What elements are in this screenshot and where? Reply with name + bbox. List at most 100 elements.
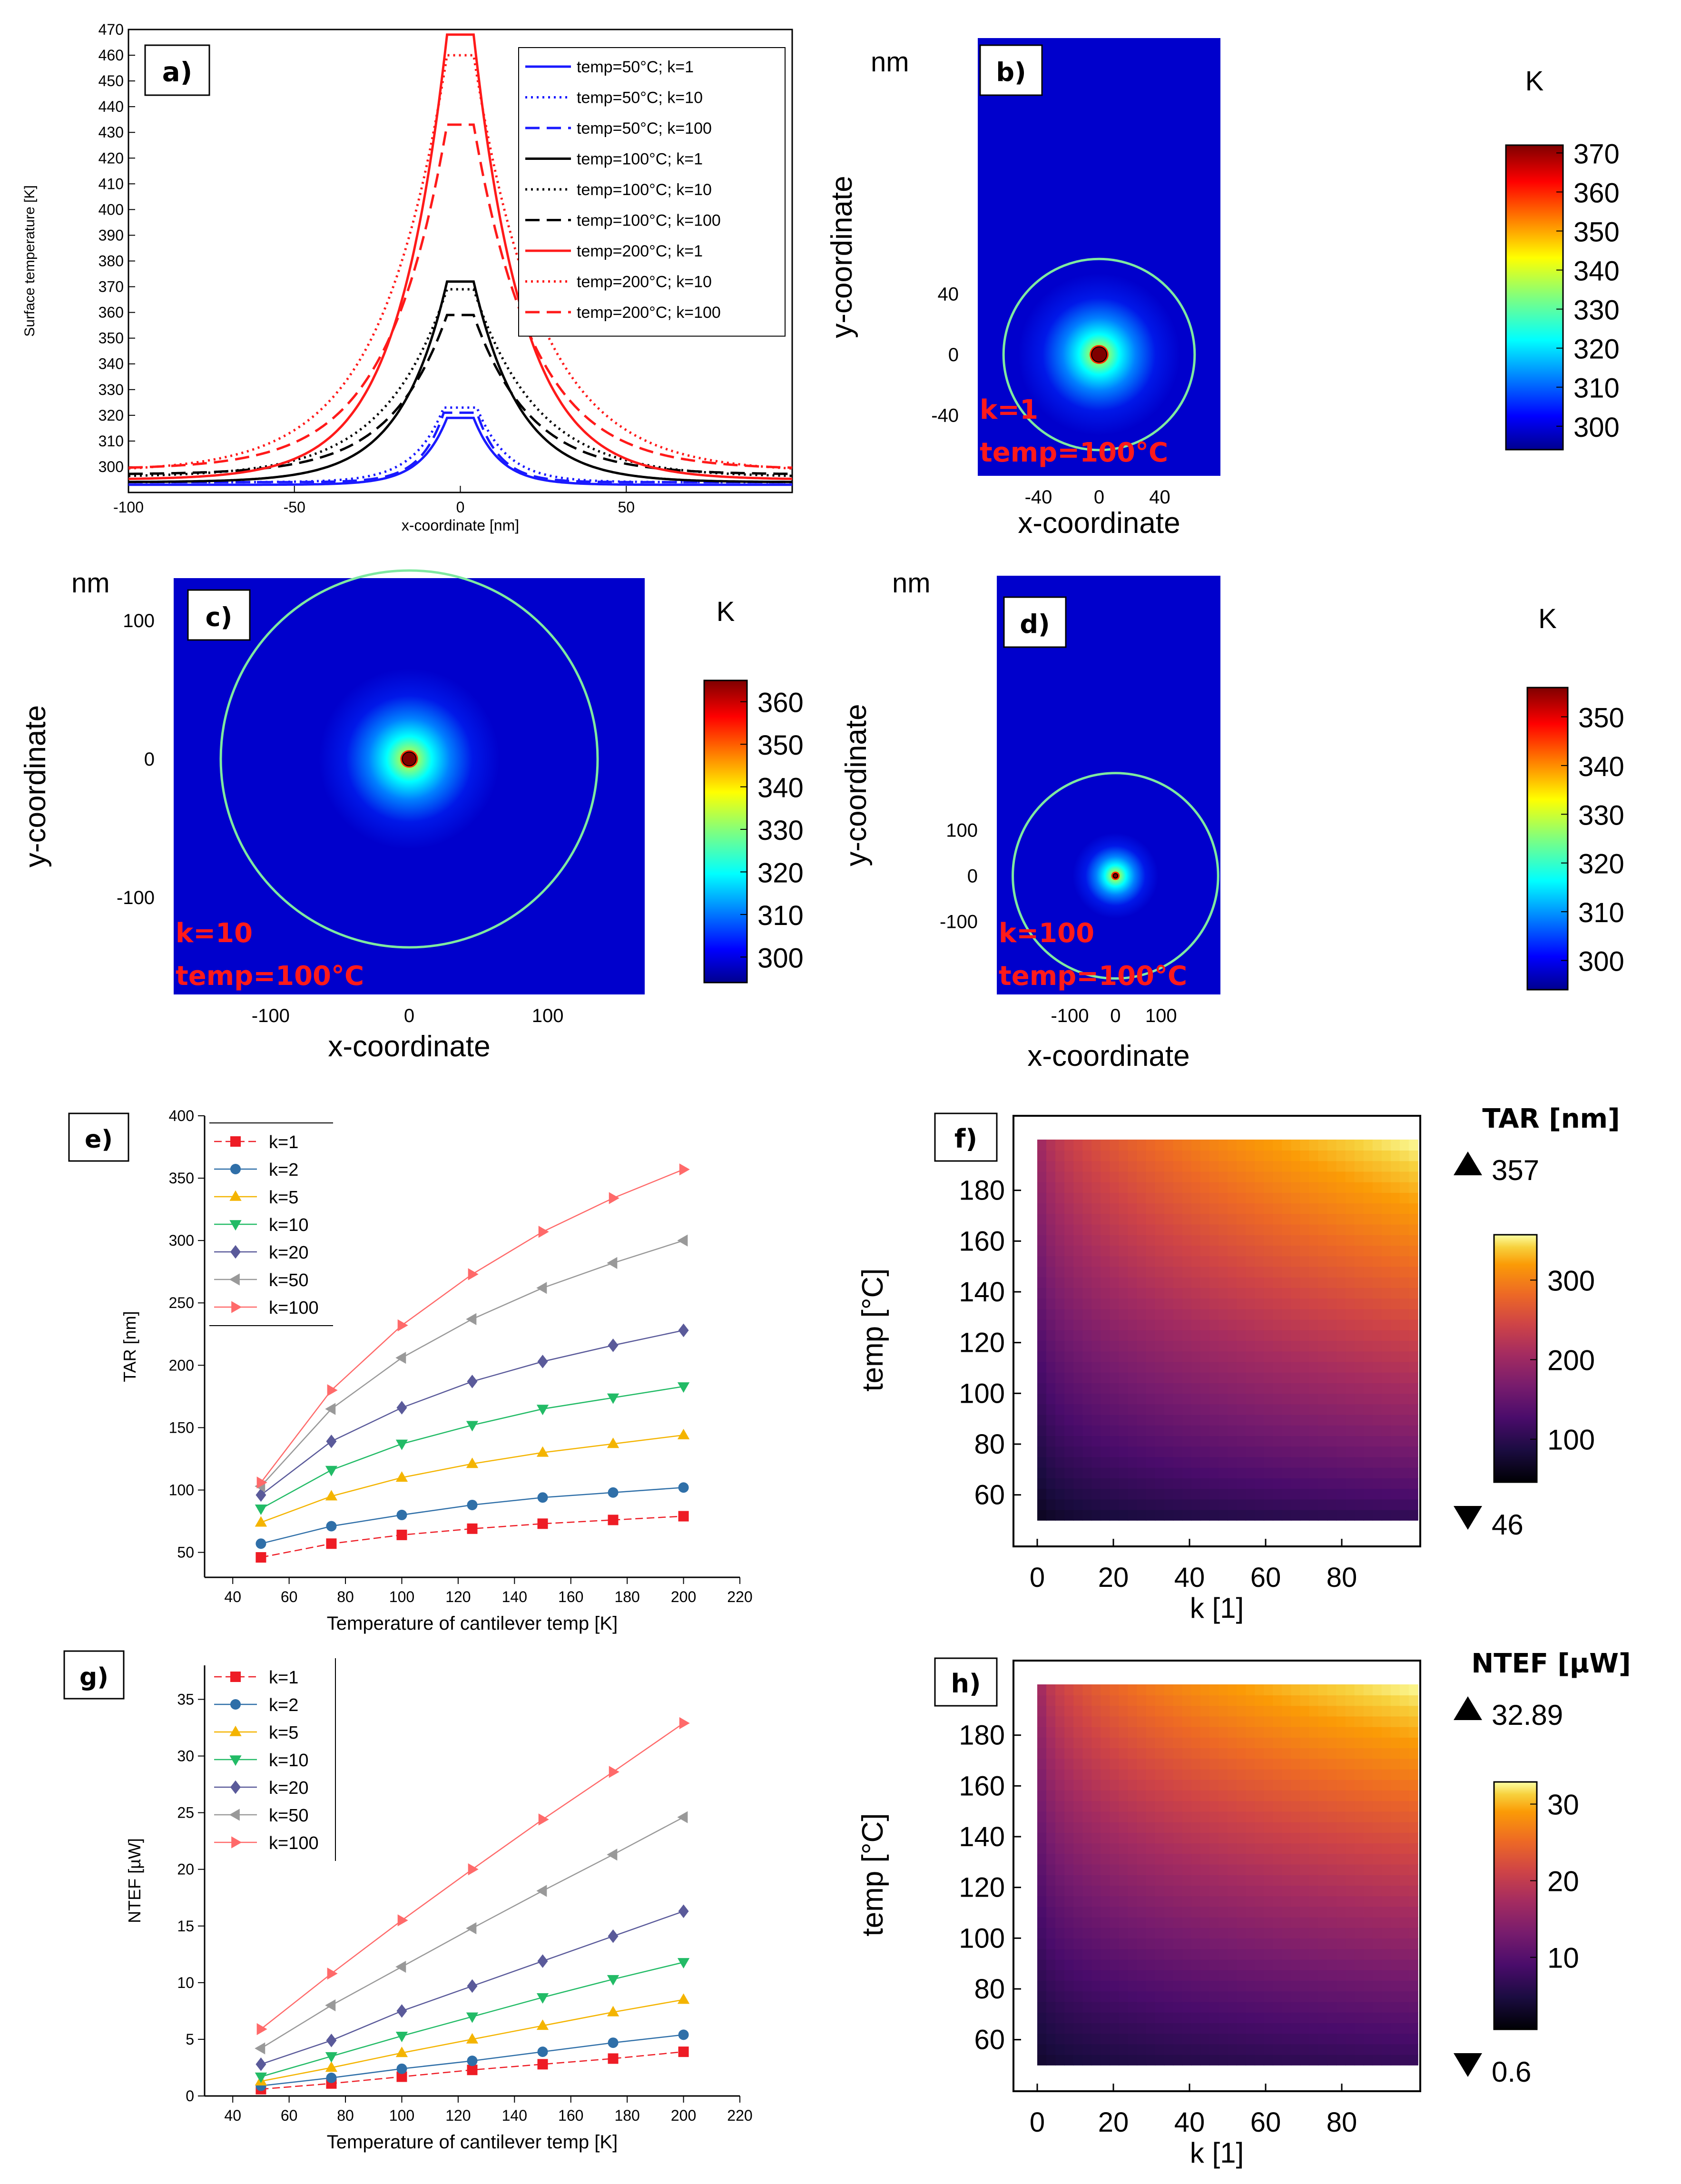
heatmap-cell (1327, 1853, 1337, 1865)
heatmap-cell (1273, 1245, 1283, 1257)
heatmap-cell (1055, 1404, 1065, 1415)
heatmap-cell (1110, 1917, 1120, 1928)
heatmap-cell (1046, 1171, 1056, 1182)
heatmap-cell (1064, 1383, 1074, 1394)
heatmap-cell (1119, 1298, 1129, 1309)
heatmap-cell (1354, 2023, 1364, 2034)
heatmap-cell (1237, 2044, 1246, 2055)
heatmap-cell (1119, 1980, 1129, 1992)
heatmap-cell (1191, 1161, 1201, 1172)
heatmap-cell (1309, 1938, 1319, 1949)
heatmap-cell (1408, 1245, 1418, 1257)
heatmap-cell (1354, 1780, 1364, 1791)
heatmap-cell (1155, 1235, 1165, 1246)
heatmap-cell (1399, 1361, 1409, 1373)
heatmap-cell (1128, 1425, 1138, 1436)
panel-label-text: a) (162, 57, 192, 88)
heatmap-cell (1137, 1737, 1147, 1749)
heatmap-cell (1363, 1181, 1373, 1193)
heatmap-cell (1137, 1499, 1147, 1510)
heatmap-cell (1200, 1980, 1210, 1992)
heatmap-cell (1119, 1203, 1129, 1214)
heatmap-cell (1273, 1896, 1283, 1907)
heatmap-cell (1246, 1896, 1255, 1907)
heatmap-cell (1191, 1896, 1201, 1907)
heatmap-cell (1372, 1509, 1382, 1521)
heatmap-cell (1336, 1790, 1346, 1801)
heatmap-cell (1318, 1800, 1328, 1812)
heatmap-cell (1408, 1266, 1418, 1278)
heatmap-cell (1182, 1372, 1192, 1383)
heatmap-cell (1128, 1288, 1138, 1299)
heatmap-cell (1354, 1478, 1364, 1489)
heatmap-cell (1101, 2054, 1111, 2066)
heatmap-cell (1073, 1383, 1083, 1394)
heatmap-cell (1082, 1499, 1092, 1510)
heatmap-cell (1381, 1499, 1391, 1510)
heatmap-cell (1209, 1684, 1219, 1696)
marker-triangle-up (607, 2006, 619, 2017)
heatmap-cell (1318, 2044, 1328, 2055)
heatmap-cell (1282, 1832, 1292, 1844)
heatmap-cell (1091, 1726, 1101, 1738)
heatmap-cell (1146, 1906, 1156, 1918)
heatmap-cell (1264, 1800, 1274, 1812)
heatmap-cell (1146, 1769, 1156, 1780)
heatmap-cell (1390, 1800, 1400, 1812)
heatmap-cell (1218, 1875, 1228, 1886)
heatmap-cell (1046, 1203, 1056, 1214)
heatmap-cell (1300, 1467, 1310, 1478)
y-tick-label: 10 (177, 1974, 194, 1991)
heatmap-cell (1110, 1959, 1120, 1970)
heatmap-cell (1255, 1171, 1264, 1182)
heatmap-cell (1082, 1832, 1092, 1844)
heatmap-cell (1354, 1917, 1364, 1928)
y-tick-label: 120 (959, 1872, 1005, 1903)
heatmap-cell (1381, 1853, 1391, 1865)
heatmap-cell (1228, 1181, 1237, 1193)
heatmap-cell (1209, 1351, 1219, 1362)
heatmap-cells (1037, 1684, 1418, 2066)
heatmap-cell (1146, 1959, 1156, 1970)
heatmap-cell (1218, 1351, 1228, 1362)
heatmap-cell (1381, 1224, 1391, 1235)
heatmap-cell (1255, 1425, 1264, 1436)
heatmap-cell (1246, 1319, 1255, 1330)
heatmap-cell (1037, 2023, 1047, 2034)
heatmap-cell (1381, 2054, 1391, 2066)
heatmap-cell (1119, 1171, 1129, 1182)
heatmap-cell (1408, 1414, 1418, 1426)
heatmap-cell (1101, 1843, 1111, 1854)
heatmap-cell (1200, 1821, 1210, 1833)
heatmap-cell (1300, 1948, 1310, 1960)
heatmap-cell (1327, 1684, 1337, 1696)
heatmap-cell (1327, 1875, 1337, 1886)
heatmap-cell (1237, 1383, 1246, 1394)
heatmap-cell (1327, 1864, 1337, 1875)
heatmap-cell (1137, 1875, 1147, 1886)
heatmap-cell (1264, 1456, 1274, 1468)
heatmap-cell (1046, 1832, 1056, 1844)
heatmap-cell (1336, 1885, 1346, 1897)
heatmap-cell (1101, 2023, 1111, 2034)
heatmap-cell (1200, 1737, 1210, 1749)
heatmap-cell (1200, 1245, 1210, 1257)
heatmap-cell (1228, 1224, 1237, 1235)
heatmap-cell (1390, 1266, 1400, 1278)
heatmap-cell (1073, 1436, 1083, 1447)
x-tick-label: 50 (618, 499, 635, 516)
heatmap-cell (1246, 1758, 1255, 1770)
heatmap-cell (1037, 2054, 1047, 2066)
heatmap-cell (1073, 1150, 1083, 1161)
panel-label-box (1003, 596, 1067, 648)
heatmap-cell (1200, 2044, 1210, 2055)
heatmap-cell (1064, 1737, 1074, 1749)
heatmap-cell (1128, 1298, 1138, 1309)
heatmap-cell (1237, 1319, 1246, 1330)
y-tick-label: 0 (948, 344, 959, 365)
heatmap-cell (1137, 1843, 1147, 1854)
heatmap-cell (1164, 1488, 1174, 1500)
heatmap-cell (1399, 1161, 1409, 1172)
heatmap-cell (1155, 1161, 1165, 1172)
heatmap-cell (1200, 1488, 1210, 1500)
